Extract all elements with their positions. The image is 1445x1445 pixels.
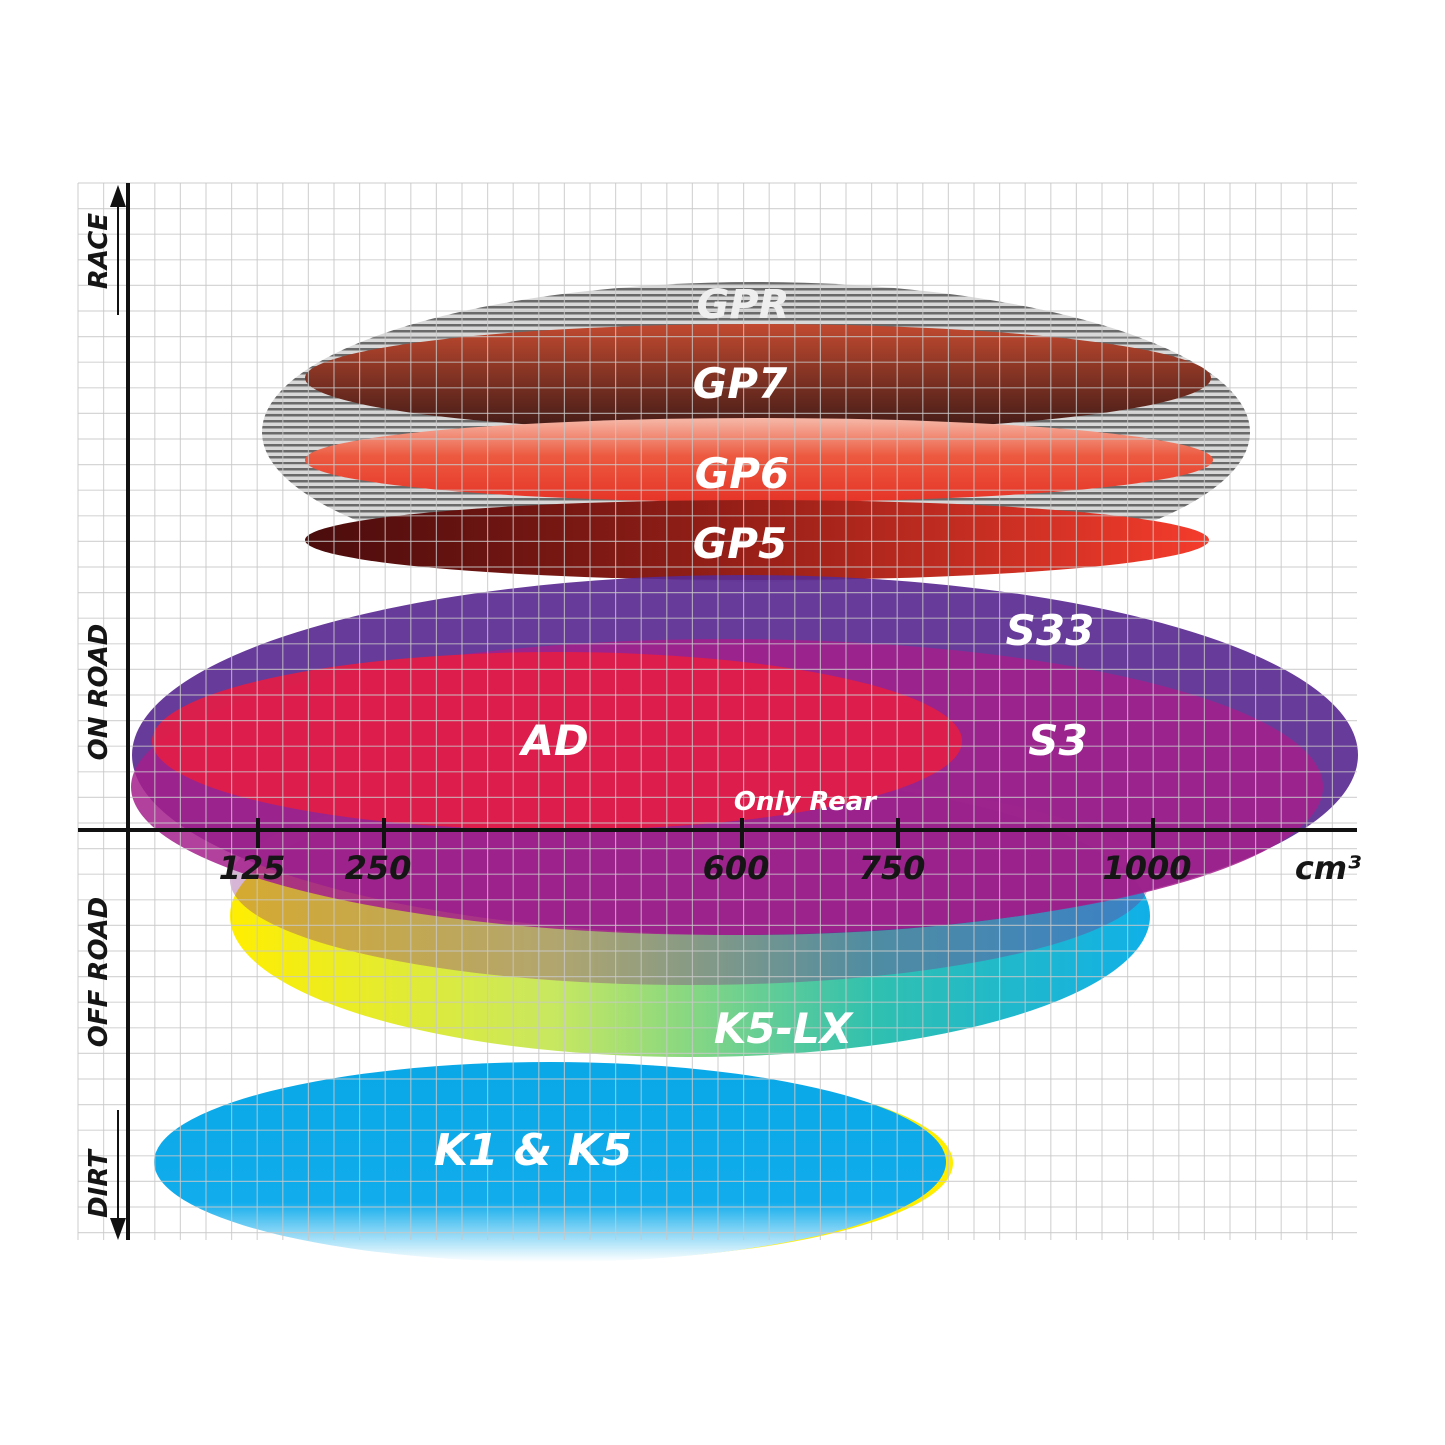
x-tick-label: 600	[703, 849, 770, 887]
arrow-head-up	[110, 185, 126, 207]
x-tick-label: 250	[345, 849, 412, 887]
x-axis-unit: cm³	[1295, 849, 1361, 887]
y-category-label: OFF ROAD	[84, 897, 114, 1048]
label-only-rear: Only Rear	[734, 787, 878, 817]
y-category-label: DIRT	[84, 1148, 114, 1218]
label-k1-k5: K1 & K5	[434, 1125, 632, 1176]
label-gp6: GP6	[695, 449, 789, 498]
grid	[77, 182, 1357, 1240]
label-gp7: GP7	[693, 359, 788, 408]
arrow-head-down	[110, 1218, 126, 1240]
label-ad: AD	[518, 716, 588, 765]
ellipse-ad	[152, 652, 962, 830]
label-k5-lx: K5-LX	[714, 1004, 855, 1053]
y-category-label: RACE	[84, 213, 114, 289]
y-category-label: ON ROAD	[84, 624, 114, 761]
ellipse-gp7	[305, 324, 1211, 432]
label-s33: S33	[1006, 606, 1095, 655]
ellipse-k1-k5	[154, 1062, 946, 1262]
label-gpr: GPR	[697, 282, 790, 328]
x-tick-label: 125	[219, 849, 286, 887]
x-tick-label: 750	[859, 849, 926, 887]
label-s3: S3	[1028, 716, 1087, 765]
label-gp5: GP5	[693, 519, 787, 568]
ellipse-gp5	[305, 500, 1209, 580]
x-tick-label: 1000	[1102, 849, 1191, 887]
